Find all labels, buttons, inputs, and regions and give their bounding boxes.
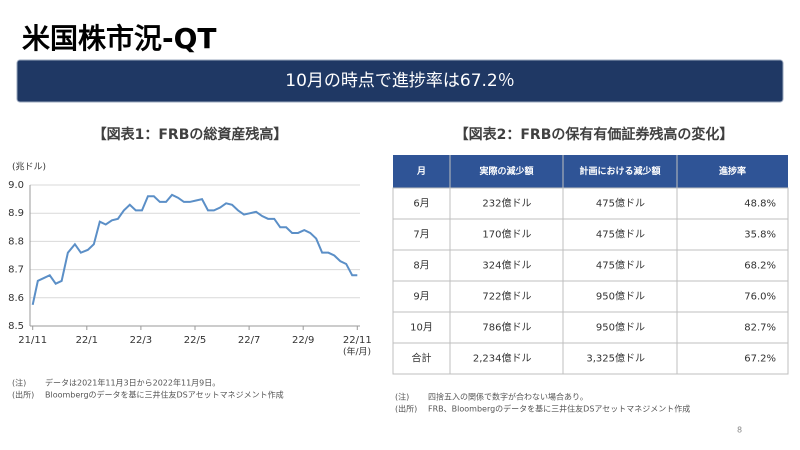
note-label: (注)	[395, 392, 409, 402]
table-header-cell: 月	[416, 166, 426, 177]
table-cell: 324億ドル	[482, 259, 531, 272]
x-tick-label: 22/3	[130, 335, 152, 346]
table-cell: 475億ドル	[596, 197, 645, 210]
y-tick-label: 9.0	[8, 180, 24, 191]
table-row	[392, 187, 789, 220]
y-tick-label: 8.7	[8, 265, 24, 276]
table-cell: 232億ドル	[482, 197, 531, 210]
y-tick-label: 8.5	[8, 321, 24, 332]
table-cell: 722億ドル	[482, 290, 531, 303]
table-cell: 475億ドル	[596, 259, 645, 272]
table-cell: 10月	[410, 322, 433, 334]
table-cell: 6月	[413, 198, 429, 210]
table-row	[392, 342, 789, 375]
table-cell: 82.7%	[744, 323, 776, 334]
x-unit: (年/月)	[343, 346, 371, 358]
table-header-cell: 計画における減少額	[579, 165, 660, 177]
note-text: FRB、Bloombergのデータを基に三井住友DSアセットマネジメント作成	[428, 404, 690, 414]
x-tick-label: 22/1	[76, 335, 98, 346]
table-cell: 170億ドル	[482, 228, 531, 241]
table-cell: 67.2%	[744, 354, 776, 365]
table-cell: 7月	[413, 229, 429, 241]
y-tick-label: 8.6	[8, 293, 24, 304]
table-cell: 950億ドル	[596, 290, 645, 303]
table-header-cell: 進捗率	[719, 165, 746, 177]
x-tick-label: 22/7	[238, 335, 260, 346]
table-cell: 48.8%	[744, 199, 776, 210]
table-cell: 76.0%	[744, 292, 776, 303]
table-cell: 合計	[412, 352, 432, 365]
series-line	[31, 193, 358, 306]
table-row	[392, 249, 789, 282]
table-cell: 475億ドル	[596, 228, 645, 241]
table-row	[392, 218, 789, 251]
chart-title: 【図表1：FRBの総資産残高】	[93, 126, 288, 143]
banner	[16, 59, 784, 103]
x-tick-label: 22/9	[292, 335, 314, 346]
table-cell: 2,234億ドル	[473, 352, 532, 365]
table-cell: 68.2%	[744, 261, 776, 272]
note-text: 四捨五入の関係で数字が合わない場合あり。	[428, 392, 588, 402]
x-tick-label: 22/5	[184, 335, 206, 346]
table-cell: 950億ドル	[596, 321, 645, 334]
table-row	[392, 311, 789, 344]
table-cell: 9月	[413, 291, 429, 303]
note-label: (注)	[12, 378, 26, 388]
table-title: 【図表2：FRBの保有有価証券残高の変化】	[455, 126, 734, 143]
table-cell: 3,325億ドル	[586, 352, 645, 365]
note-label: (出所)	[12, 390, 34, 400]
table-header-bg	[393, 155, 788, 188]
y-unit: (兆ドル)	[12, 162, 46, 173]
banner-text: 10月の時点で進捗率は67.2％	[285, 71, 514, 91]
note-text: データは2021年11月3日から2022年11月9日。	[45, 378, 220, 388]
page-number: 8	[737, 426, 742, 435]
table-cell: 35.8%	[744, 230, 776, 241]
y-tick-label: 8.8	[8, 236, 24, 247]
table-cell: 8月	[413, 260, 429, 272]
note-label: (出所)	[395, 404, 417, 414]
note-text: Bloombergのデータを基に三井住友DSアセットマネジメント作成	[45, 390, 284, 400]
x-tick-label: 21/11	[18, 335, 47, 346]
x-tick-label: 22/11	[343, 335, 372, 346]
slide-title: 米国株市況-QT	[22, 22, 217, 55]
y-tick-label: 8.9	[8, 208, 24, 219]
table-row	[392, 280, 789, 313]
table-header-cell: 実際の減少額	[479, 165, 533, 177]
table-cell: 786億ドル	[482, 321, 531, 334]
